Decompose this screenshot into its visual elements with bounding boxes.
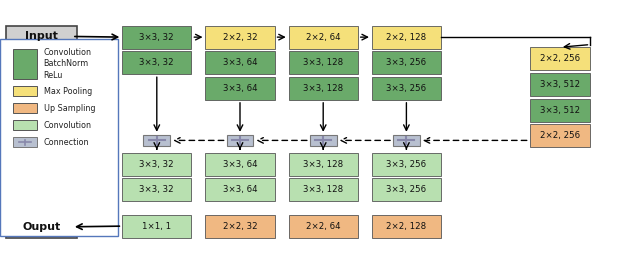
Bar	[310, 135, 337, 146]
Bar	[227, 135, 253, 146]
Bar	[530, 99, 590, 122]
Text: 3×3, 128: 3×3, 128	[303, 160, 343, 168]
Bar	[530, 124, 590, 147]
FancyBboxPatch shape	[6, 216, 77, 238]
Text: 3×3, 32: 3×3, 32	[140, 160, 174, 168]
Bar	[289, 51, 358, 74]
Bar	[205, 153, 275, 176]
Text: 3×3, 64: 3×3, 64	[223, 160, 257, 168]
Text: 3×3, 256: 3×3, 256	[387, 58, 426, 67]
Text: 3×3, 256: 3×3, 256	[387, 84, 426, 93]
Text: Convolution: Convolution	[44, 121, 92, 130]
Bar	[13, 137, 37, 147]
Text: 2×2, 128: 2×2, 128	[387, 33, 426, 42]
FancyBboxPatch shape	[6, 26, 77, 48]
Text: 3×3, 64: 3×3, 64	[223, 84, 257, 93]
Bar	[13, 103, 37, 113]
Bar	[13, 49, 37, 79]
Text: Ouput: Ouput	[22, 222, 61, 232]
Text: 2×2, 64: 2×2, 64	[306, 33, 340, 42]
Text: 3×3, 64: 3×3, 64	[223, 185, 257, 194]
Bar	[372, 215, 441, 238]
Bar	[205, 51, 275, 74]
Text: 3×3, 32: 3×3, 32	[140, 33, 174, 42]
Bar	[289, 26, 358, 49]
Bar	[13, 86, 37, 96]
Text: Input: Input	[25, 31, 58, 42]
Bar	[393, 135, 420, 146]
Bar	[143, 135, 170, 146]
Text: Connection: Connection	[44, 138, 89, 147]
Bar	[205, 215, 275, 238]
Bar	[122, 153, 191, 176]
Bar	[372, 153, 441, 176]
FancyBboxPatch shape	[0, 39, 118, 236]
Text: 2×2, 32: 2×2, 32	[223, 222, 257, 231]
Text: 1×1, 1: 1×1, 1	[142, 222, 172, 231]
Text: 3×3, 128: 3×3, 128	[303, 185, 343, 194]
Text: 3×3, 512: 3×3, 512	[540, 106, 580, 114]
Bar	[372, 178, 441, 201]
Bar	[205, 178, 275, 201]
Text: 3×3, 32: 3×3, 32	[140, 58, 174, 67]
Bar	[13, 120, 37, 130]
Text: 3×3, 64: 3×3, 64	[223, 58, 257, 67]
Text: 3×3, 256: 3×3, 256	[387, 160, 426, 168]
Bar	[122, 215, 191, 238]
Bar	[122, 26, 191, 49]
Bar	[122, 51, 191, 74]
Text: 3×3, 512: 3×3, 512	[540, 80, 580, 89]
Bar	[289, 215, 358, 238]
Bar	[122, 178, 191, 201]
Bar	[205, 77, 275, 100]
Bar	[530, 47, 590, 70]
Text: Convolution
BatchNorm
ReLu: Convolution BatchNorm ReLu	[44, 48, 92, 80]
Text: 3×3, 32: 3×3, 32	[140, 185, 174, 194]
Text: 3×3, 128: 3×3, 128	[303, 84, 343, 93]
Text: 2×2, 32: 2×2, 32	[223, 33, 257, 42]
Bar	[205, 26, 275, 49]
Text: 2×2, 64: 2×2, 64	[306, 222, 340, 231]
Bar	[372, 51, 441, 74]
Bar	[289, 153, 358, 176]
Bar	[289, 77, 358, 100]
Text: Max Pooling: Max Pooling	[44, 87, 92, 96]
Bar	[289, 178, 358, 201]
Bar	[530, 73, 590, 96]
Text: 3×3, 128: 3×3, 128	[303, 58, 343, 67]
Text: 3×3, 256: 3×3, 256	[387, 185, 426, 194]
Text: 2×2, 256: 2×2, 256	[540, 131, 580, 140]
Text: 2×2, 128: 2×2, 128	[387, 222, 426, 231]
Text: 2×2, 256: 2×2, 256	[540, 54, 580, 63]
Bar	[372, 77, 441, 100]
Bar	[372, 26, 441, 49]
Text: Up Sampling: Up Sampling	[44, 104, 95, 113]
